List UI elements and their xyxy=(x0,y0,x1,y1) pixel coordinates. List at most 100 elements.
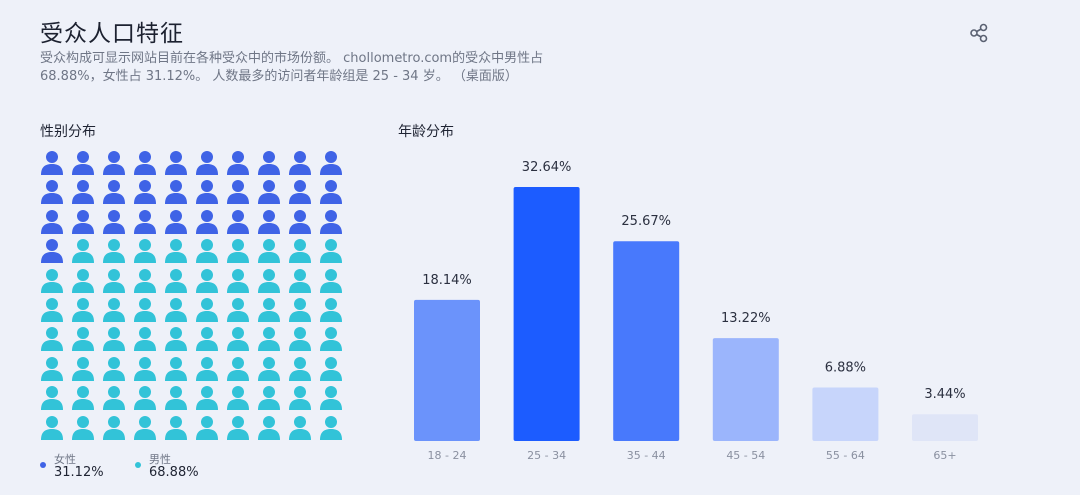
person-icon-male xyxy=(165,356,187,381)
person-icon-female xyxy=(320,209,342,234)
person-icon-male xyxy=(227,415,249,440)
age-bar[interactable] xyxy=(414,299,480,441)
person-icon-male xyxy=(41,327,63,352)
person-icon-female xyxy=(196,180,218,205)
person-icon-male xyxy=(165,268,187,293)
person-icon-male xyxy=(196,356,218,381)
age-bar-value-label: 32.64% xyxy=(522,160,572,175)
person-icon-male xyxy=(72,268,94,293)
person-icon-male xyxy=(72,386,94,411)
age-bar[interactable] xyxy=(613,241,680,441)
person-icon-male xyxy=(103,415,125,440)
age-category-label: 45 - 54 xyxy=(726,449,765,462)
person-icon-female xyxy=(165,151,187,175)
age-bar[interactable] xyxy=(513,187,580,441)
age-category-label: 25 - 34 xyxy=(527,449,566,462)
person-icon-male xyxy=(41,298,63,322)
person-icon-female xyxy=(134,151,156,175)
age-bar[interactable] xyxy=(812,387,879,441)
person-icon-male xyxy=(72,239,94,264)
person-icon-male xyxy=(72,298,94,322)
age-bar[interactable] xyxy=(712,338,779,441)
person-icon-female xyxy=(289,209,311,234)
person-icon-male xyxy=(134,415,156,440)
age-bar-value-label: 3.44% xyxy=(924,387,965,402)
person-icon-female xyxy=(289,180,311,205)
person-icon-male xyxy=(134,356,156,381)
legend-male-dot xyxy=(135,462,141,468)
gender-icon-grid xyxy=(40,150,350,444)
person-icon-male xyxy=(103,298,125,322)
person-icon-female xyxy=(72,180,94,205)
person-icon-male xyxy=(196,268,218,293)
person-icon-male xyxy=(289,298,311,322)
person-icon-male xyxy=(227,356,249,381)
description-line-1: 受众构成可显示网站目前在各种受众中的市场份额。 chollometro.com的… xyxy=(40,51,544,66)
person-icon-female xyxy=(227,209,249,234)
person-icon-male xyxy=(289,356,311,381)
age-bar-value-label: 18.14% xyxy=(422,273,472,288)
person-icon-male xyxy=(258,327,280,352)
person-icon-male xyxy=(320,386,342,411)
person-icon-female xyxy=(134,180,156,205)
person-icon-female xyxy=(258,209,280,234)
person-icon-male xyxy=(258,298,280,322)
person-icon-female xyxy=(258,180,280,205)
person-icon-male xyxy=(72,356,94,381)
person-icon-male xyxy=(258,415,280,440)
gender-section-title: 性别分布 xyxy=(40,124,96,140)
person-icon-male xyxy=(320,298,342,322)
person-icon-male xyxy=(165,415,187,440)
person-icon-male xyxy=(196,386,218,411)
person-icon-male xyxy=(134,298,156,322)
person-icon-male xyxy=(165,327,187,352)
person-icon-female xyxy=(227,151,249,175)
description-line-2: 68.88%，女性占 31.12%。 人数最多的访问者年龄组是 25 - 34 … xyxy=(40,69,518,84)
person-icon-male xyxy=(41,268,63,293)
person-icon-male xyxy=(258,356,280,381)
person-icon-male xyxy=(103,356,125,381)
person-icon-female xyxy=(103,209,125,234)
legend-female-label: 女性 xyxy=(54,453,76,466)
person-icon-male xyxy=(72,415,94,440)
person-icon-male xyxy=(320,356,342,381)
person-icon-male xyxy=(103,327,125,352)
age-bar-value-label: 13.22% xyxy=(721,311,771,326)
person-icon-male xyxy=(41,386,63,411)
person-icon-female xyxy=(41,151,63,175)
person-icon-female xyxy=(196,151,218,175)
person-icon-male xyxy=(227,239,249,264)
person-icon-female xyxy=(41,209,63,234)
person-icon-female xyxy=(320,151,342,175)
person-icon-male xyxy=(165,298,187,322)
person-icon-female xyxy=(165,180,187,205)
legend-male-label: 男性 xyxy=(149,453,171,466)
age-bar[interactable] xyxy=(912,414,978,441)
share-icon[interactable] xyxy=(968,22,990,44)
person-icon-female xyxy=(134,209,156,234)
person-icon-male xyxy=(165,239,187,264)
person-icon-male xyxy=(289,268,311,293)
person-icon-male xyxy=(227,386,249,411)
age-bar-chart: 18.14% 18 - 24 32.64% 25 - 34 25.67% 35 - 44 1… xyxy=(414,160,978,462)
person-icon-male xyxy=(103,268,125,293)
person-icon-male xyxy=(289,415,311,440)
page-description: 受众构成可显示网站目前在各种受众中的市场份额。 chollometro.com的… xyxy=(40,50,600,86)
age-category-label: 18 - 24 xyxy=(428,449,467,462)
age-section-title: 年龄分布 xyxy=(398,124,454,140)
person-icon-male xyxy=(41,356,63,381)
age-category-label: 35 - 44 xyxy=(627,449,666,462)
person-icon-male xyxy=(103,386,125,411)
person-icon-female xyxy=(103,151,125,175)
person-icon-male xyxy=(72,327,94,352)
person-icon-male xyxy=(134,239,156,264)
person-icon-male xyxy=(289,239,311,264)
person-icon-male xyxy=(227,327,249,352)
person-icon-male xyxy=(165,386,187,411)
person-icon-male xyxy=(196,239,218,264)
person-icon-female xyxy=(227,180,249,205)
person-icon-female xyxy=(196,209,218,234)
person-icon-male xyxy=(320,239,342,264)
person-icon-male xyxy=(258,239,280,264)
legend-female-value: 31.12% xyxy=(54,465,104,480)
